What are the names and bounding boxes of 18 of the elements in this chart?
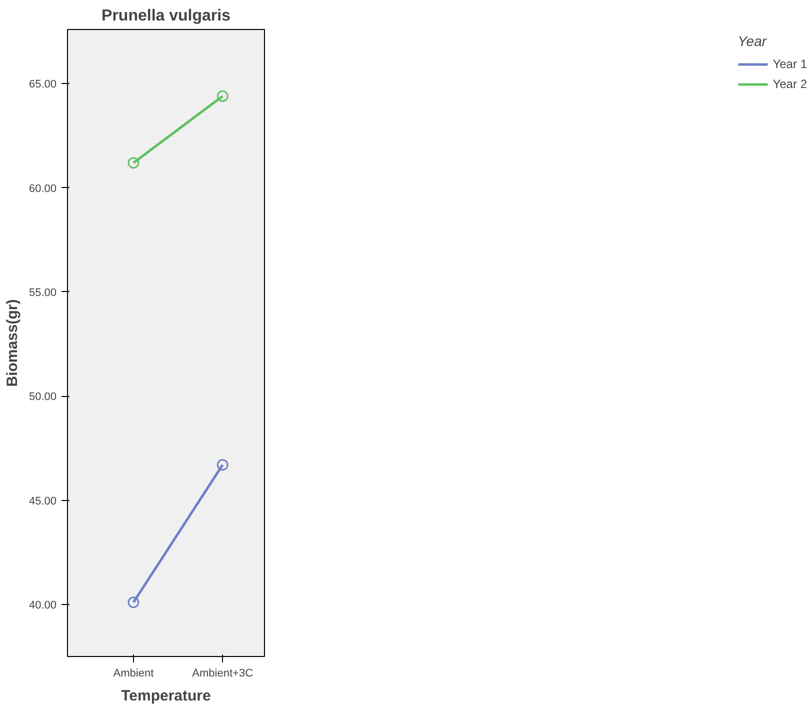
legend-title: Year — [738, 33, 768, 49]
point — [128, 157, 140, 169]
x-tick-label: Ambient+3C — [192, 668, 254, 680]
x-tick-label: Ambient — [113, 668, 154, 680]
legend-label: Year 1 — [772, 57, 807, 71]
y-tick-label: 40.00 — [28, 599, 57, 612]
point — [216, 459, 228, 471]
y-tick-label: 60.00 — [28, 182, 57, 195]
y-tick-label: 65.00 — [28, 78, 57, 91]
x-axis-title: Temperature — [121, 688, 211, 704]
chart-title: Prunella vulgaris — [102, 8, 231, 24]
point — [216, 90, 228, 102]
y-tick-label: 45.00 — [28, 495, 57, 508]
point — [128, 596, 140, 608]
y-axis-title: Biomass(gr) — [4, 299, 21, 387]
legend-label: Year 2 — [772, 77, 807, 91]
y-tick-label: 55.00 — [28, 286, 57, 299]
y-tick-label: 50.00 — [28, 391, 57, 404]
